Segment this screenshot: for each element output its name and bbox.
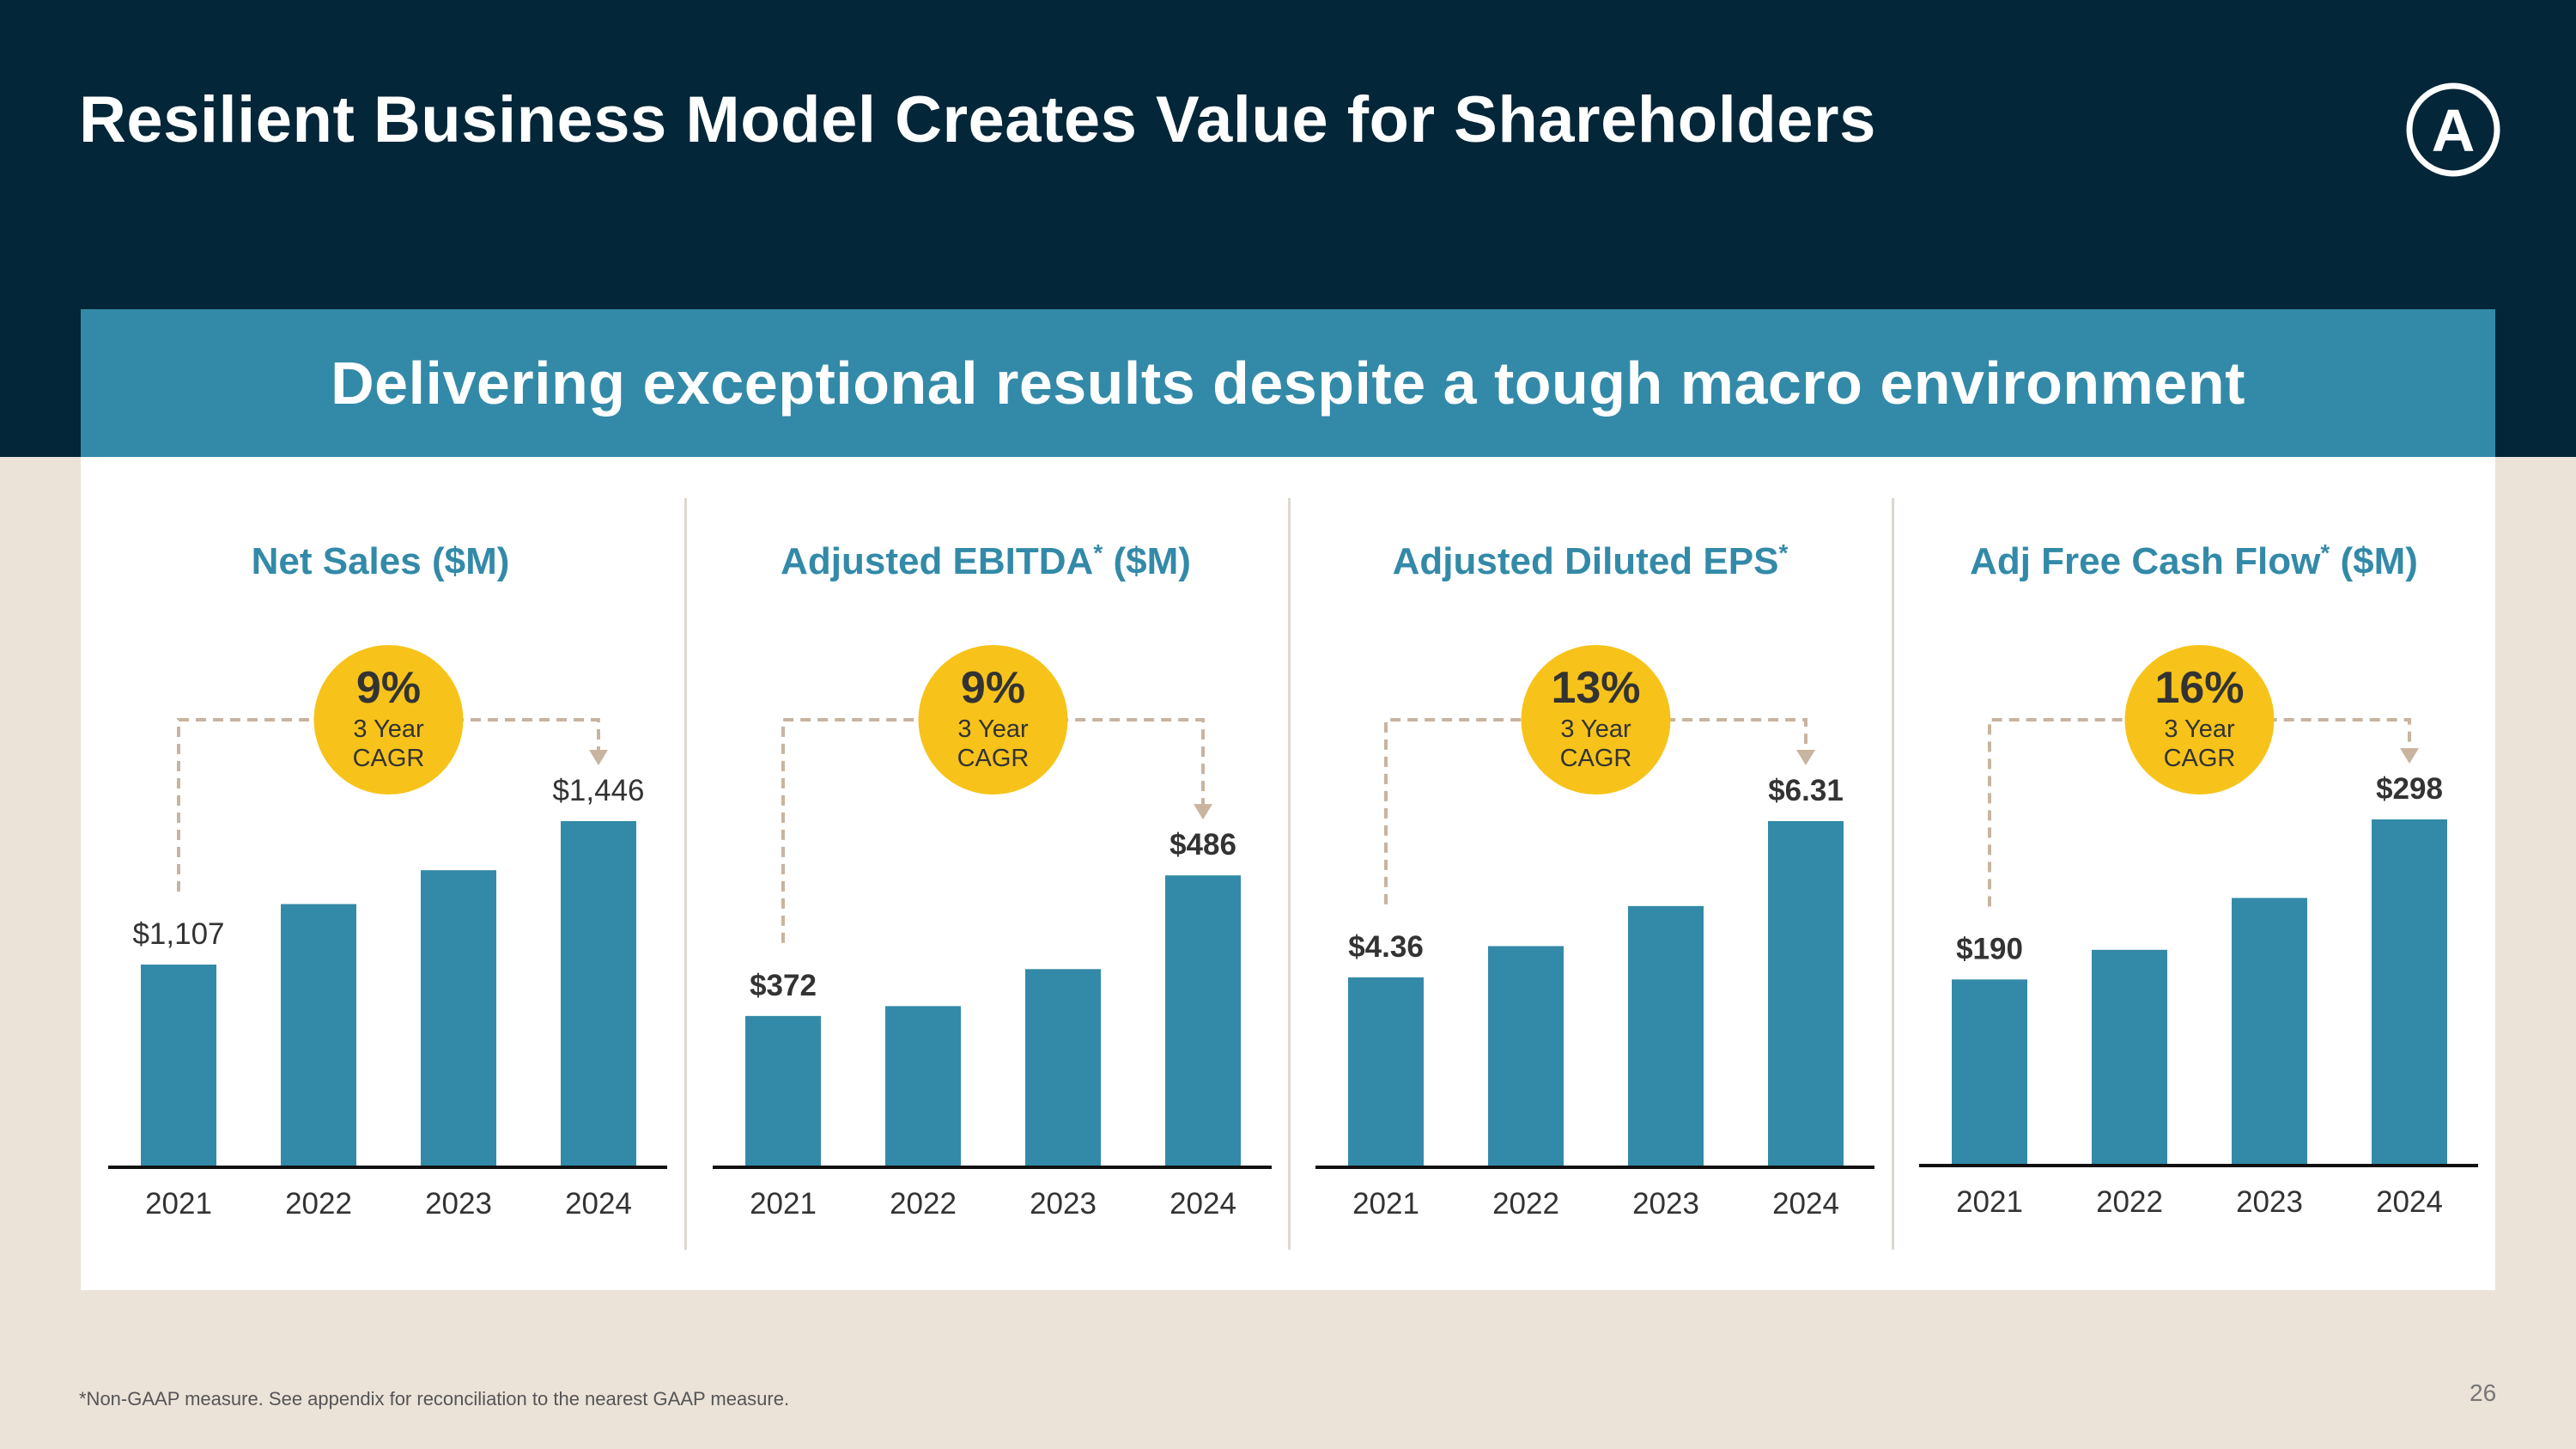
cagr-label-line2: CAGR: [957, 745, 1030, 772]
x-tick-label: 2023: [2236, 1185, 2303, 1219]
footnote: *Non-GAAP measure. See appendix for reco…: [79, 1388, 790, 1409]
panel-divider: [1288, 498, 1291, 1250]
chart-bar: [745, 1015, 821, 1166]
cagr-label-line1: 3 Year: [957, 715, 1029, 743]
cagr-badge: [1521, 645, 1671, 795]
x-tick-label: 2024: [2376, 1185, 2443, 1219]
page-title: Resilient Business Model Creates Value f…: [79, 83, 1876, 156]
chart-bar: [885, 1006, 961, 1166]
cagr-label-line1: 3 Year: [2164, 715, 2235, 743]
cagr-arrow-icon: [1796, 750, 1815, 765]
chart-bar: [1628, 905, 1704, 1166]
chart-bar: [1348, 977, 1424, 1166]
cagr-badge: [313, 645, 464, 795]
page-number: 26: [2470, 1379, 2497, 1406]
company-logo-icon: A: [2406, 82, 2500, 177]
x-tick-label: 2022: [2096, 1185, 2163, 1219]
data-label: $486: [1170, 828, 1236, 861]
cagr-value: 9%: [356, 663, 421, 713]
chart-title: Adj Free Cash Flow* ($M): [1970, 539, 2418, 583]
data-label: $6.31: [1768, 774, 1844, 807]
chart-bar: [2232, 898, 2307, 1165]
cagr-value: 16%: [2154, 663, 2244, 713]
cagr-arrow-icon: [2400, 748, 2419, 764]
chart-bar: [1768, 821, 1844, 1166]
data-label: $298: [2376, 772, 2443, 806]
cagr-label-line2: CAGR: [353, 745, 425, 772]
chart-bar: [2372, 819, 2447, 1165]
cagr-label-line1: 3 Year: [353, 715, 424, 743]
cagr-arrow-icon: [589, 750, 608, 765]
cagr-badge: [2124, 645, 2275, 795]
data-label: $4.36: [1348, 930, 1424, 964]
chart-bar: [281, 904, 356, 1166]
x-tick-label: 2021: [145, 1187, 212, 1221]
x-tick-label: 2023: [1030, 1187, 1097, 1221]
banner-text: Delivering exceptional results despite a…: [331, 350, 2245, 417]
x-tick-label: 2024: [565, 1187, 632, 1221]
cagr-value: 9%: [961, 663, 1025, 713]
chart-title: Adjusted Diluted EPS*: [1393, 539, 1789, 583]
x-tick-label: 2024: [1170, 1187, 1236, 1221]
panel-divider: [684, 498, 687, 1250]
x-tick-label: 2024: [1772, 1187, 1839, 1221]
chart-bar: [421, 870, 496, 1166]
data-label: $372: [750, 969, 817, 1002]
x-tick-label: 2021: [1352, 1187, 1419, 1221]
chart-bar: [1165, 875, 1241, 1166]
x-tick-label: 2021: [750, 1187, 817, 1221]
cagr-connector-line: [1384, 718, 1807, 904]
chart-bar: [1952, 979, 2027, 1165]
data-label: $1,107: [132, 917, 224, 951]
chart-bar: [1025, 969, 1101, 1166]
x-tick-label: 2023: [1632, 1187, 1699, 1221]
chart-title: Adjusted EBITDA* ($M): [781, 539, 1191, 583]
chart-bar: [141, 965, 216, 1166]
cagr-label-line2: CAGR: [2164, 745, 2236, 772]
data-label: $1,446: [552, 774, 644, 807]
x-tick-label: 2022: [285, 1187, 352, 1221]
cagr-label-line2: CAGR: [1560, 745, 1632, 772]
data-label: $190: [1956, 932, 2023, 965]
chart-bar: [1488, 946, 1564, 1166]
chart-bar: [2092, 949, 2167, 1165]
chart-title: Net Sales ($M): [252, 540, 510, 582]
cagr-arrow-icon: [1194, 804, 1212, 820]
x-tick-label: 2023: [425, 1187, 492, 1221]
x-tick-label: 2022: [1492, 1187, 1559, 1221]
banner: Delivering exceptional results despite a…: [81, 309, 2495, 457]
x-tick-label: 2021: [1956, 1185, 2023, 1219]
svg-text:A: A: [2432, 97, 2476, 164]
cagr-badge: [918, 645, 1068, 795]
x-tick-label: 2022: [890, 1187, 957, 1221]
cagr-value: 13%: [1551, 663, 1640, 713]
cagr-label-line1: 3 Year: [1560, 715, 1631, 743]
chart-bar: [561, 821, 636, 1166]
panel-divider: [1892, 498, 1894, 1250]
